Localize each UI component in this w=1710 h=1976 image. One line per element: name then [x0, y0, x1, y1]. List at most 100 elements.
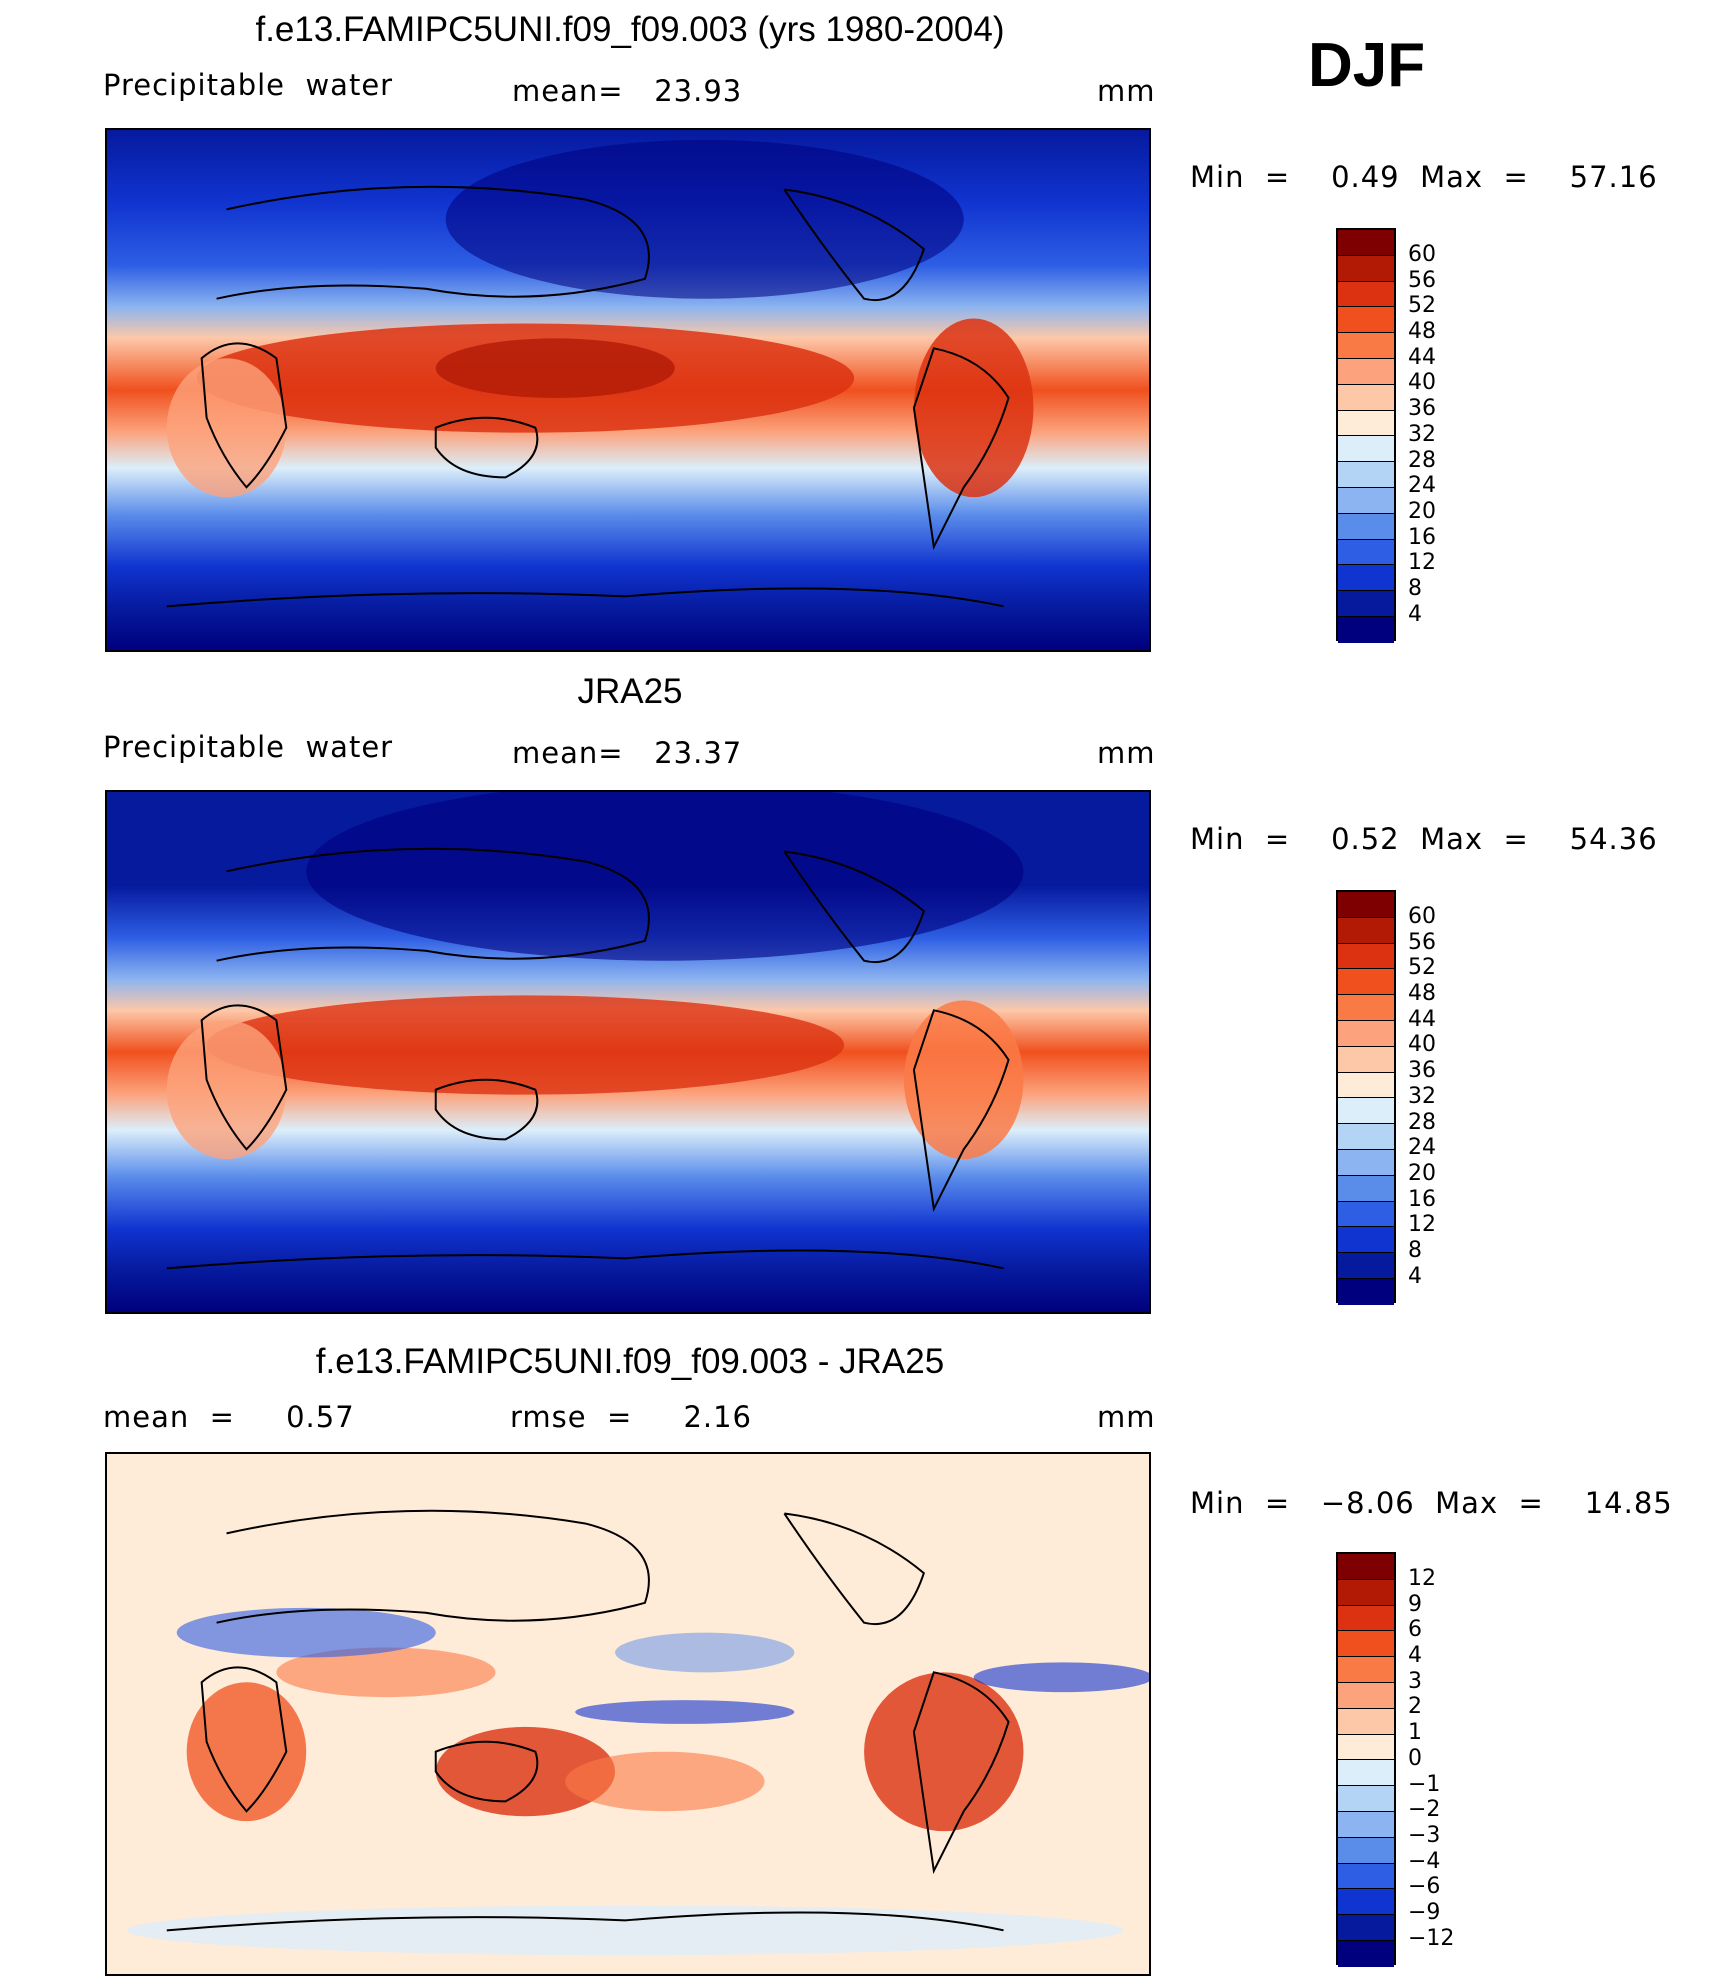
colorbar-tick-label: 24: [1408, 1135, 1436, 1161]
colorbar-swatch: [1338, 1734, 1394, 1761]
panel3-units-label: mm: [1097, 1400, 1156, 1434]
colorbar-swatch: [1338, 1149, 1394, 1176]
colorbar-swatch: [1338, 1915, 1394, 1941]
colorbar-swatch: [1338, 1786, 1394, 1812]
panel2-title: JRA25: [577, 672, 683, 711]
colorbar-swatch: [1338, 1708, 1394, 1735]
colorbar-tick-label: −1: [1408, 1771, 1441, 1797]
colorbar-swatch: [1338, 230, 1394, 256]
colorbar-swatch: [1338, 1940, 1394, 1967]
panel3-minmax-label: Min = −8.06 Max = 14.85: [1190, 1486, 1673, 1520]
colorbar-tick-label: 36: [1408, 396, 1436, 422]
colorbar-swatch: [1338, 995, 1394, 1021]
colorbar-swatch: [1338, 591, 1394, 617]
colorbar-swatch: [1338, 917, 1394, 944]
panel1-minmax-label: Min = 0.49 Max = 57.16: [1190, 160, 1658, 194]
colorbar-tick-label: 8: [1408, 575, 1422, 601]
colorbar-tick-label: 40: [1408, 1032, 1436, 1058]
colorbar-tick-label: −4: [1408, 1848, 1441, 1874]
panel2-map: [105, 790, 1151, 1314]
colorbar-swatch: [1338, 1631, 1394, 1658]
colorbar-tick-label: 44: [1408, 1006, 1436, 1032]
colorbar-swatch: [1338, 1072, 1394, 1099]
colorbar-swatch: [1338, 1811, 1394, 1838]
colorbar-tick-label: −9: [1408, 1899, 1441, 1925]
colorbar-swatch: [1338, 1278, 1394, 1305]
colorbar-swatch: [1338, 384, 1394, 411]
colorbar-swatch: [1338, 513, 1394, 540]
colorbar-swatch: [1338, 1020, 1394, 1047]
panel2-colorbar: [1336, 890, 1396, 1305]
colorbar-tick-label: 2: [1408, 1694, 1422, 1720]
colorbar-tick-label: 12: [1408, 550, 1436, 576]
colorbar-tick-label: −3: [1408, 1822, 1441, 1848]
colorbar-tick-label: 56: [1408, 929, 1436, 955]
colorbar-swatch: [1338, 1227, 1394, 1254]
colorbar-swatch: [1338, 1253, 1394, 1279]
colorbar-swatch: [1338, 969, 1394, 996]
colorbar-tick-label: 32: [1408, 1083, 1436, 1109]
colorbar-tick-label: 48: [1408, 981, 1436, 1007]
colorbar-tick-label: 60: [1408, 904, 1436, 929]
colorbar-tick-label: 60: [1408, 242, 1436, 267]
colorbar-tick-label: −6: [1408, 1874, 1441, 1900]
colorbar-swatch: [1338, 255, 1394, 282]
colorbar-swatch: [1338, 1098, 1394, 1125]
colorbar-tick-label: 16: [1408, 1186, 1436, 1212]
panel3-map: [105, 1452, 1151, 1976]
colorbar-tick-label: −2: [1408, 1797, 1441, 1823]
colorbar-tick-label: 28: [1408, 1109, 1436, 1135]
colorbar-tick-label: 8: [1408, 1237, 1422, 1263]
colorbar-swatch: [1338, 1657, 1394, 1683]
colorbar-swatch: [1338, 1682, 1394, 1709]
colorbar-swatch: [1338, 1201, 1394, 1228]
colorbar-swatch: [1338, 333, 1394, 359]
colorbar-swatch: [1338, 1605, 1394, 1632]
colorbar-swatch: [1338, 358, 1394, 385]
colorbar-swatch: [1338, 616, 1394, 643]
panel1-variable-label: Precipitable water: [103, 68, 394, 102]
colorbar-swatch: [1338, 892, 1394, 918]
colorbar-tick-label: 52: [1408, 293, 1436, 319]
colorbar-swatch: [1338, 1175, 1394, 1202]
colorbar-tick-label: 52: [1408, 955, 1436, 981]
colorbar-tick-label: 16: [1408, 524, 1436, 550]
colorbar-tick-label: 36: [1408, 1058, 1436, 1084]
panel1-mean-label: mean= 23.93: [512, 74, 743, 108]
colorbar-tick-label: 12: [1408, 1212, 1436, 1238]
colorbar-swatch: [1338, 1554, 1394, 1580]
panel2-variable-label: Precipitable water: [103, 730, 394, 764]
colorbar-tick-label: 9: [1408, 1591, 1422, 1617]
panel2-mean-label: mean= 23.37: [512, 736, 743, 770]
colorbar-tick-label: 0: [1408, 1745, 1422, 1771]
colorbar-tick-label: 20: [1408, 1160, 1436, 1186]
colorbar-tick-label: 20: [1408, 498, 1436, 524]
colorbar-swatch: [1338, 436, 1394, 463]
colorbar-swatch: [1338, 1863, 1394, 1890]
colorbar-tick-label: 1: [1408, 1720, 1422, 1746]
panel1-map: [105, 128, 1151, 652]
colorbar-tick-label: 56: [1408, 267, 1436, 293]
colorbar-swatch: [1338, 1760, 1394, 1787]
colorbar-swatch: [1338, 1124, 1394, 1150]
colorbar-swatch: [1338, 943, 1394, 970]
panel3-mean-label: mean = 0.57: [103, 1400, 355, 1434]
panel2-colorbar-ticks: 60 56 52 48 44 40 36 32 28 24 20 16 12 8…: [1408, 904, 1436, 1289]
colorbar-swatch: [1338, 565, 1394, 592]
panel1-units-label: mm: [1097, 74, 1156, 108]
colorbar-tick-label: 3: [1408, 1668, 1422, 1694]
colorbar-tick-label: 32: [1408, 421, 1436, 447]
panel3-rmse-label: rmse = 2.16: [510, 1400, 753, 1434]
colorbar-swatch: [1338, 1889, 1394, 1916]
colorbar-tick-label: 48: [1408, 319, 1436, 345]
panel3-colorbar-ticks: 12 9 6 4 3 2 1 0 −1 −2 −3 −4 −6 −9 −12: [1408, 1566, 1454, 1951]
colorbar-tick-label: 4: [1408, 601, 1422, 627]
panel3-colorbar: [1336, 1552, 1396, 1967]
colorbar-tick-label: 44: [1408, 344, 1436, 370]
panel3-title: f.e13.FAMIPC5UNI.f09_f09.003 - JRA25: [315, 1342, 945, 1381]
colorbar-swatch: [1338, 487, 1394, 514]
colorbar-swatch: [1338, 462, 1394, 488]
colorbar-swatch: [1338, 1579, 1394, 1606]
colorbar-tick-label: 24: [1408, 473, 1436, 499]
season-label: DJF: [1308, 31, 1426, 100]
